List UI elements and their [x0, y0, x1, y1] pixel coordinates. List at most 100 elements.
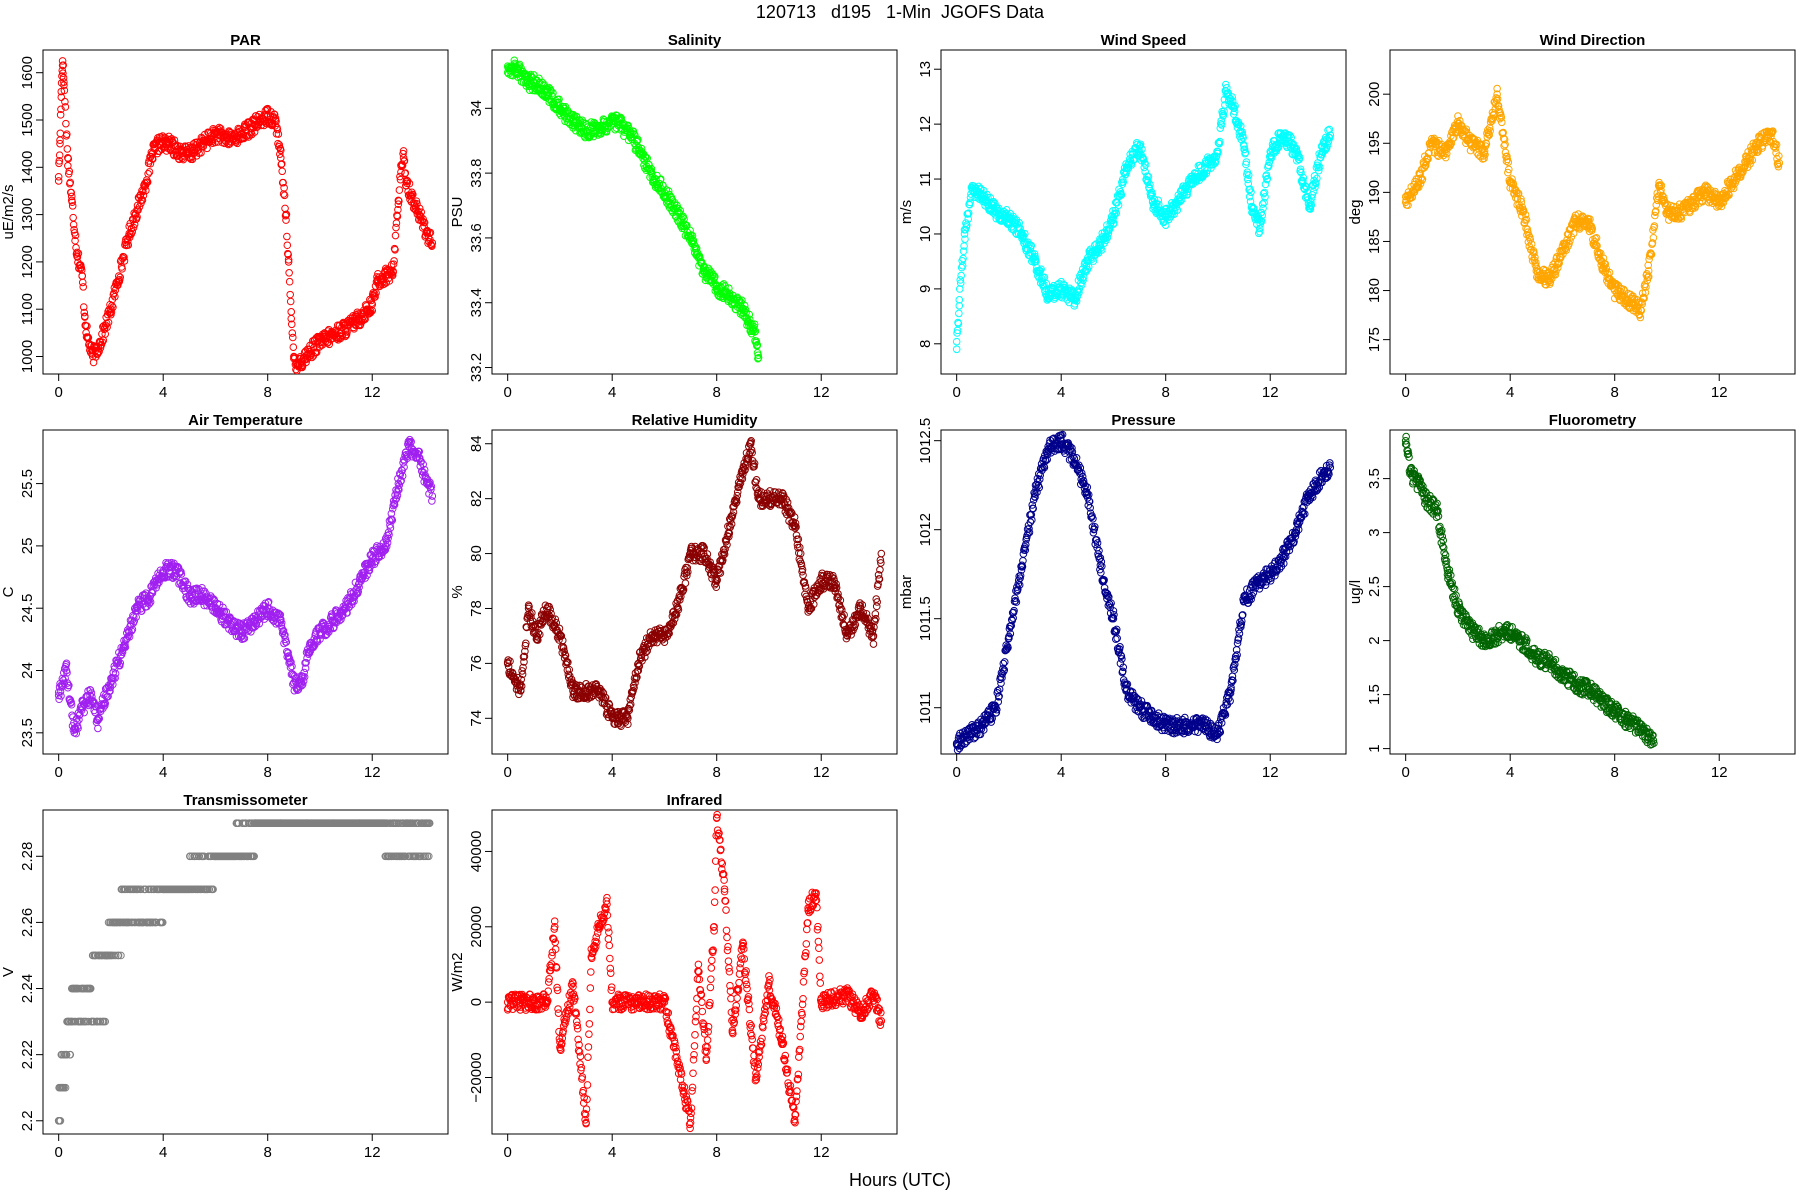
data-point	[1075, 288, 1083, 297]
data-point	[355, 317, 364, 325]
data-point	[809, 600, 818, 609]
data-point	[325, 340, 334, 349]
data-point	[1029, 253, 1038, 262]
data-point	[1292, 144, 1301, 153]
plot-frame	[940, 429, 1347, 755]
data-point	[961, 235, 969, 243]
data-point	[1499, 128, 1507, 137]
data-point	[420, 218, 429, 227]
y-axis-label: PSU	[449, 197, 466, 228]
data-point	[54, 172, 63, 181]
data-point	[286, 290, 294, 299]
data-point	[877, 549, 886, 558]
data-point	[1042, 279, 1051, 288]
data-point	[546, 605, 554, 614]
y-tick-label: 1400	[19, 151, 36, 184]
data-point	[1527, 240, 1536, 248]
data-point	[1293, 148, 1302, 157]
data-point	[1553, 260, 1562, 269]
data-point	[787, 508, 795, 516]
data-point	[1272, 145, 1281, 153]
data-point	[515, 690, 523, 699]
data-point	[337, 615, 345, 624]
data-point	[1404, 201, 1412, 210]
data-point	[522, 639, 530, 648]
data-point	[1503, 152, 1511, 161]
data-point	[428, 242, 436, 250]
data-point	[872, 602, 881, 611]
data-point	[564, 658, 572, 667]
data-point	[856, 599, 864, 607]
data-point	[1222, 80, 1230, 89]
data-point	[59, 69, 67, 78]
data-point	[145, 168, 154, 176]
data-point	[1497, 118, 1506, 127]
data-point	[368, 306, 377, 315]
data-point	[67, 192, 76, 201]
data-point	[959, 247, 968, 256]
data-point	[399, 149, 407, 158]
x-tick-label: 12	[1262, 384, 1279, 401]
data-point	[391, 496, 400, 504]
data-point	[1146, 180, 1154, 189]
data-point	[1239, 140, 1248, 149]
data-point	[284, 250, 292, 259]
data-point	[394, 200, 403, 209]
data-point	[1150, 195, 1159, 204]
data-point	[517, 682, 526, 690]
data-point	[549, 89, 557, 97]
data-point	[630, 683, 638, 692]
data-point	[1212, 152, 1221, 161]
data-point	[1658, 191, 1667, 200]
data-point	[1119, 178, 1128, 186]
data-point	[634, 666, 643, 675]
panel-title: Relative Humidity	[632, 412, 759, 429]
data-point	[630, 130, 638, 138]
data-point	[794, 535, 803, 544]
data-point	[1177, 196, 1186, 204]
data-point	[685, 554, 693, 563]
data-point	[1641, 288, 1650, 297]
data-point	[71, 231, 80, 240]
data-point	[1664, 206, 1673, 214]
data-point	[682, 569, 691, 577]
data-point	[399, 147, 408, 155]
data-point	[135, 203, 144, 211]
data-point	[395, 481, 404, 489]
data-point	[101, 330, 110, 338]
data-point	[1480, 154, 1488, 163]
data-point	[747, 437, 755, 445]
data-point	[55, 159, 63, 168]
data-point	[83, 322, 91, 330]
x-tick-label: 0	[504, 764, 512, 781]
data-point	[1775, 152, 1783, 160]
data-point	[862, 609, 871, 618]
data-point	[282, 210, 291, 219]
data-point	[555, 636, 563, 644]
data-point	[57, 105, 65, 114]
data-point	[1260, 188, 1269, 197]
data-point	[1103, 233, 1112, 242]
data-point	[1638, 289, 1647, 298]
x-tick-label: 8	[1162, 384, 1170, 401]
data-point	[282, 638, 291, 646]
plot-frame	[491, 429, 898, 755]
data-point	[797, 561, 806, 570]
data-point	[1246, 197, 1255, 206]
plot-frame	[42, 49, 449, 375]
data-point	[1561, 240, 1570, 249]
data-point	[111, 286, 120, 295]
data-point	[739, 470, 747, 478]
data-point	[1314, 166, 1323, 175]
data-point	[279, 627, 288, 635]
data-point	[1526, 235, 1535, 244]
data-point	[1216, 119, 1225, 128]
data-point	[66, 178, 75, 187]
data-point	[1313, 174, 1321, 183]
data-point	[798, 565, 807, 574]
data-point	[629, 127, 638, 136]
data-point	[1153, 208, 1162, 217]
x-tick-label: 12	[1711, 384, 1728, 401]
data-point	[330, 623, 338, 631]
